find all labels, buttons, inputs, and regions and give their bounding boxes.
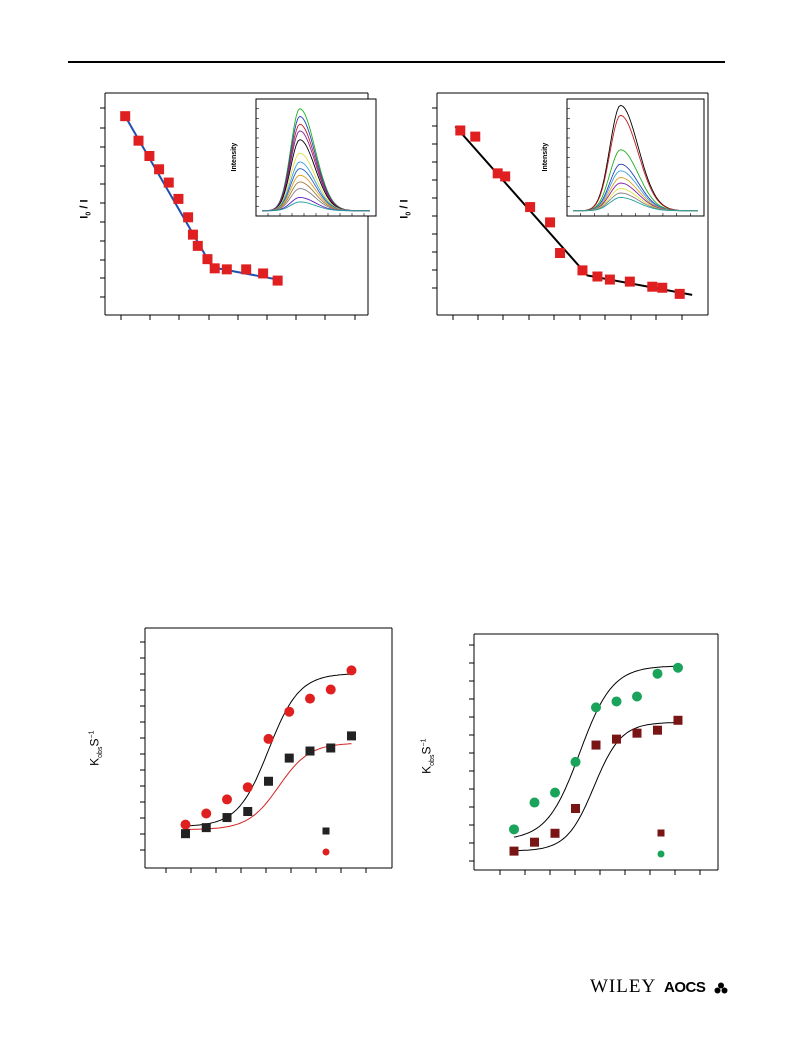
- data-point-square: [243, 807, 253, 817]
- legend-marker-square: [322, 827, 330, 835]
- data-point-circle: [550, 787, 561, 798]
- aocs-emblem-icon: [714, 982, 728, 994]
- aocs-logo: AOCS: [664, 979, 706, 996]
- data-point-square: [455, 125, 466, 136]
- data-point-circle: [263, 733, 274, 744]
- data-point-circle: [242, 782, 253, 793]
- data-point-square: [652, 725, 662, 735]
- inset-spectrum-plot: Intensity: [231, 98, 377, 217]
- data-point-square: [604, 274, 615, 285]
- data-point-square: [272, 275, 283, 286]
- chart-2: Intensity: [432, 92, 709, 320]
- chart-4: [469, 633, 719, 875]
- inset-spectrum-curve: [262, 201, 370, 212]
- data-point-circle: [570, 756, 581, 767]
- data-point-circle: [591, 702, 601, 713]
- legend-marker-circle: [322, 848, 330, 856]
- fit-curve: [513, 665, 679, 838]
- data-point-square: [591, 740, 601, 750]
- chart-3: [140, 627, 393, 873]
- legend-marker-square: [657, 829, 665, 837]
- data-point-square: [173, 193, 184, 204]
- data-point-circle: [652, 668, 663, 679]
- data-point-square: [133, 135, 144, 146]
- data-point-circle: [201, 808, 212, 819]
- chart3-ylabel: KobsS−1: [87, 730, 104, 766]
- inset-spectrum-curve: [573, 197, 698, 212]
- data-point-circle: [631, 691, 642, 702]
- data-point-square: [577, 265, 588, 276]
- data-point-square: [647, 281, 658, 292]
- data-point-square: [120, 111, 131, 122]
- fit-curve: [185, 673, 352, 827]
- fit-curve: [185, 743, 352, 830]
- publisher-footer: WILEY AOCS: [590, 976, 740, 1002]
- data-point-square: [209, 263, 220, 274]
- chart1-ylabel: I0 / I: [78, 199, 93, 219]
- data-point-square: [163, 177, 174, 188]
- data-point-square: [284, 753, 294, 763]
- data-point-square: [144, 151, 155, 162]
- data-point-square: [154, 164, 165, 175]
- data-point-square: [201, 823, 211, 833]
- data-point-circle: [180, 819, 191, 830]
- data-point-square: [545, 217, 556, 228]
- data-point-square: [192, 240, 203, 251]
- data-point-square: [305, 746, 315, 756]
- data-point-square: [346, 731, 356, 741]
- data-point-circle: [611, 696, 622, 707]
- data-point-square: [624, 276, 635, 287]
- inset-ylabel: Intensity: [542, 143, 549, 172]
- data-point-square: [181, 829, 191, 839]
- data-point-square: [470, 131, 481, 142]
- data-point-square: [326, 743, 336, 753]
- data-point-square: [674, 288, 685, 299]
- chart-1: Intensity: [100, 92, 377, 320]
- data-point-square: [187, 229, 198, 240]
- data-point-square: [492, 168, 503, 179]
- data-point-square: [500, 171, 511, 182]
- inset-ylabel: Intensity: [231, 143, 238, 172]
- data-point-square: [202, 254, 213, 265]
- data-point-square: [555, 248, 566, 259]
- chart4-ylabel: KobsS−1: [419, 738, 436, 774]
- data-point-square: [657, 282, 668, 293]
- data-point-square: [241, 264, 252, 275]
- data-point-circle: [529, 797, 540, 808]
- data-point-square: [509, 846, 519, 856]
- fit-curve: [514, 722, 679, 852]
- data-point-circle: [672, 662, 683, 673]
- data-point-circle: [304, 693, 315, 704]
- data-point-circle: [346, 665, 357, 676]
- data-point-square: [183, 212, 194, 223]
- data-point-square: [525, 202, 536, 213]
- data-point-square: [530, 837, 540, 847]
- data-point-square: [221, 264, 232, 275]
- data-point-circle: [284, 706, 295, 717]
- data-point-circle: [325, 684, 336, 695]
- data-point-square: [632, 728, 642, 738]
- data-point-circle: [509, 824, 520, 835]
- data-point-square: [673, 715, 683, 725]
- inset-frame: [566, 98, 705, 217]
- data-point-circle: [222, 794, 233, 805]
- data-point-square: [258, 268, 269, 279]
- data-point-square: [592, 271, 603, 282]
- data-point-square: [550, 828, 560, 838]
- legend-marker-circle: [657, 850, 665, 858]
- data-point-square: [611, 734, 621, 744]
- data-point-square: [222, 813, 232, 823]
- chart2-ylabel: I0 / I: [398, 199, 413, 219]
- wiley-logo: WILEY: [590, 976, 657, 997]
- inset-spectrum-plot: Intensity: [542, 98, 705, 217]
- fit-line: [121, 111, 278, 281]
- data-point-square: [264, 776, 273, 786]
- data-point-square: [571, 803, 581, 813]
